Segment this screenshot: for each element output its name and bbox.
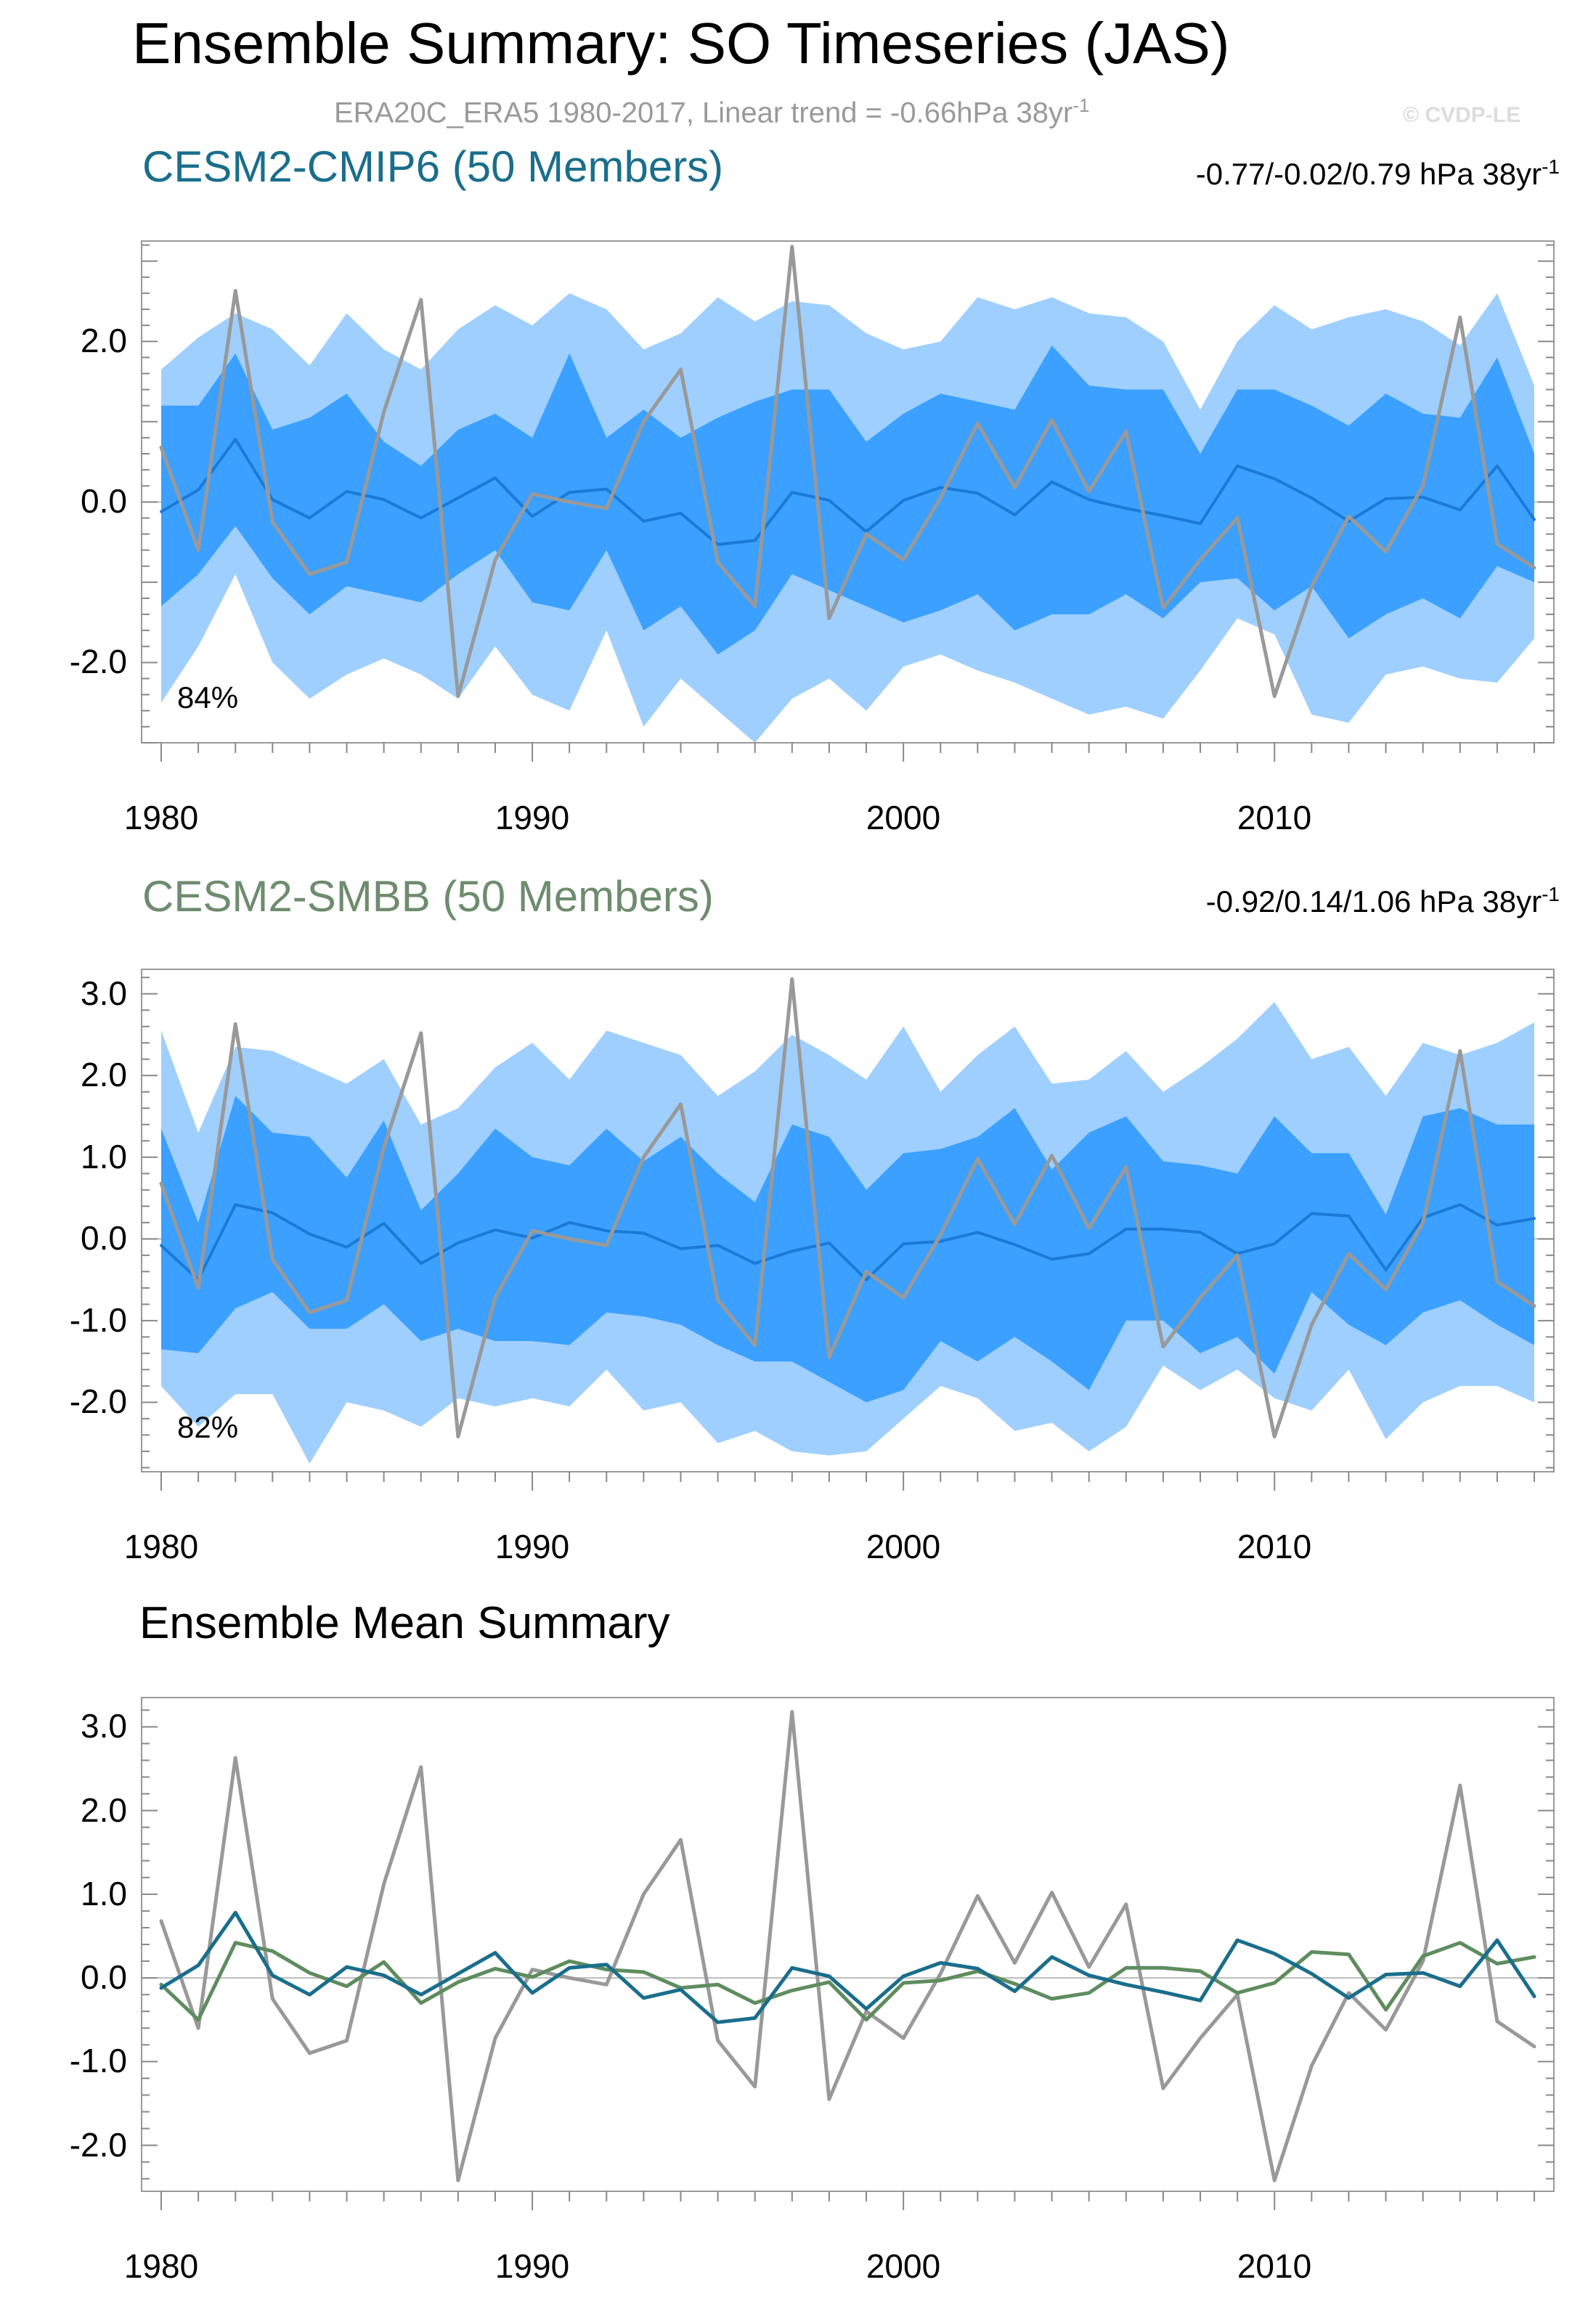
ytick-label: 2.0 (81, 1791, 127, 1829)
ensemble-mean-line-cmip6 (160, 438, 1536, 546)
ytick-label: 1.0 (81, 1138, 127, 1176)
page-title: Ensemble Summary: SO Timeseries (JAS) (132, 11, 1230, 76)
ytick-label: 2.0 (81, 322, 127, 359)
xtick-label: 1990 (494, 2247, 570, 2285)
trend-label-smbb-text: -0.92/0.14/1.06 hPa 38yr (1205, 884, 1542, 918)
ytick-label: 3.0 (81, 974, 127, 1012)
xtick-label: 2010 (1237, 799, 1312, 836)
panel-title-summary: Ensemble Mean Summary (139, 1598, 670, 1648)
panel-title-cmip6: CESM2-CMIP6 (50 Members) (142, 142, 724, 191)
trend-label-smbb-exponent: -1 (1542, 883, 1560, 905)
ytick-label: -1.0 (69, 1301, 127, 1339)
ytick-label: -2.0 (69, 643, 127, 680)
ytick-label: -2.0 (69, 2126, 127, 2164)
xtick-label: 1990 (494, 799, 570, 836)
trend-label-cmip6: -0.77/-0.02/0.79 hPa 38yr-1 (1196, 157, 1560, 190)
xtick-label: 2000 (866, 1528, 941, 1565)
panel-title-smbb: CESM2-SMBB (50 Members) (142, 872, 714, 921)
series-line-era20c_era5 (159, 1710, 1536, 2183)
plot-frame-cmip6 (141, 240, 1555, 744)
xtick-label: 1990 (494, 1528, 570, 1565)
series-line-cesm2-smbb (159, 1941, 1536, 2022)
ytick-label: -1.0 (69, 2042, 127, 2079)
observed-line-cmip6 (159, 245, 1536, 698)
xtick-label: 2000 (866, 2247, 941, 2285)
observed-line-smbb (159, 977, 1536, 1439)
ensemble-mean-line-smbb (160, 1203, 1536, 1282)
ytick-label: 0.0 (81, 482, 127, 520)
inner-band-smbb (161, 1096, 1534, 1403)
inner-band-cmip6 (161, 345, 1534, 655)
observation-subtitle-text: ERA20C_ERA5 1980-2017, Linear trend = -0… (334, 97, 1073, 129)
xtick-label: 2010 (1237, 1528, 1312, 1565)
ytick-label: 2.0 (81, 1056, 127, 1093)
xtick-label: 1980 (123, 799, 199, 836)
percent-label-cmip6: 84% (177, 680, 239, 714)
plot-frame-smbb (141, 969, 1555, 1472)
ytick-label: 1.0 (81, 1875, 127, 1912)
xtick-label: 1980 (123, 2247, 199, 2285)
watermark: © CVDP-LE (1403, 103, 1521, 127)
trend-label-cmip6-text: -0.77/-0.02/0.79 hPa 38yr (1195, 157, 1542, 191)
ytick-label: 0.0 (81, 1958, 127, 1996)
ytick-label: 3.0 (81, 1707, 127, 1745)
ytick-label: 0.0 (81, 1219, 127, 1257)
series-line-cesm2-cmip6 (159, 1910, 1536, 2024)
ytick-label: -2.0 (69, 1382, 127, 1420)
trend-label-smbb: -0.92/0.14/1.06 hPa 38yr-1 (1206, 884, 1560, 917)
observation-subtitle: ERA20C_ERA5 1980-2017, Linear trend = -0… (334, 96, 1089, 127)
observation-subtitle-exponent: -1 (1072, 94, 1090, 116)
trend-label-cmip6-exponent: -1 (1542, 155, 1560, 178)
plot-frame-summary (141, 1697, 1555, 2192)
percent-label-smbb: 82% (177, 1410, 239, 1444)
xtick-label: 2000 (866, 799, 941, 836)
xtick-label: 1980 (123, 1528, 199, 1565)
xtick-label: 2010 (1237, 2247, 1312, 2285)
